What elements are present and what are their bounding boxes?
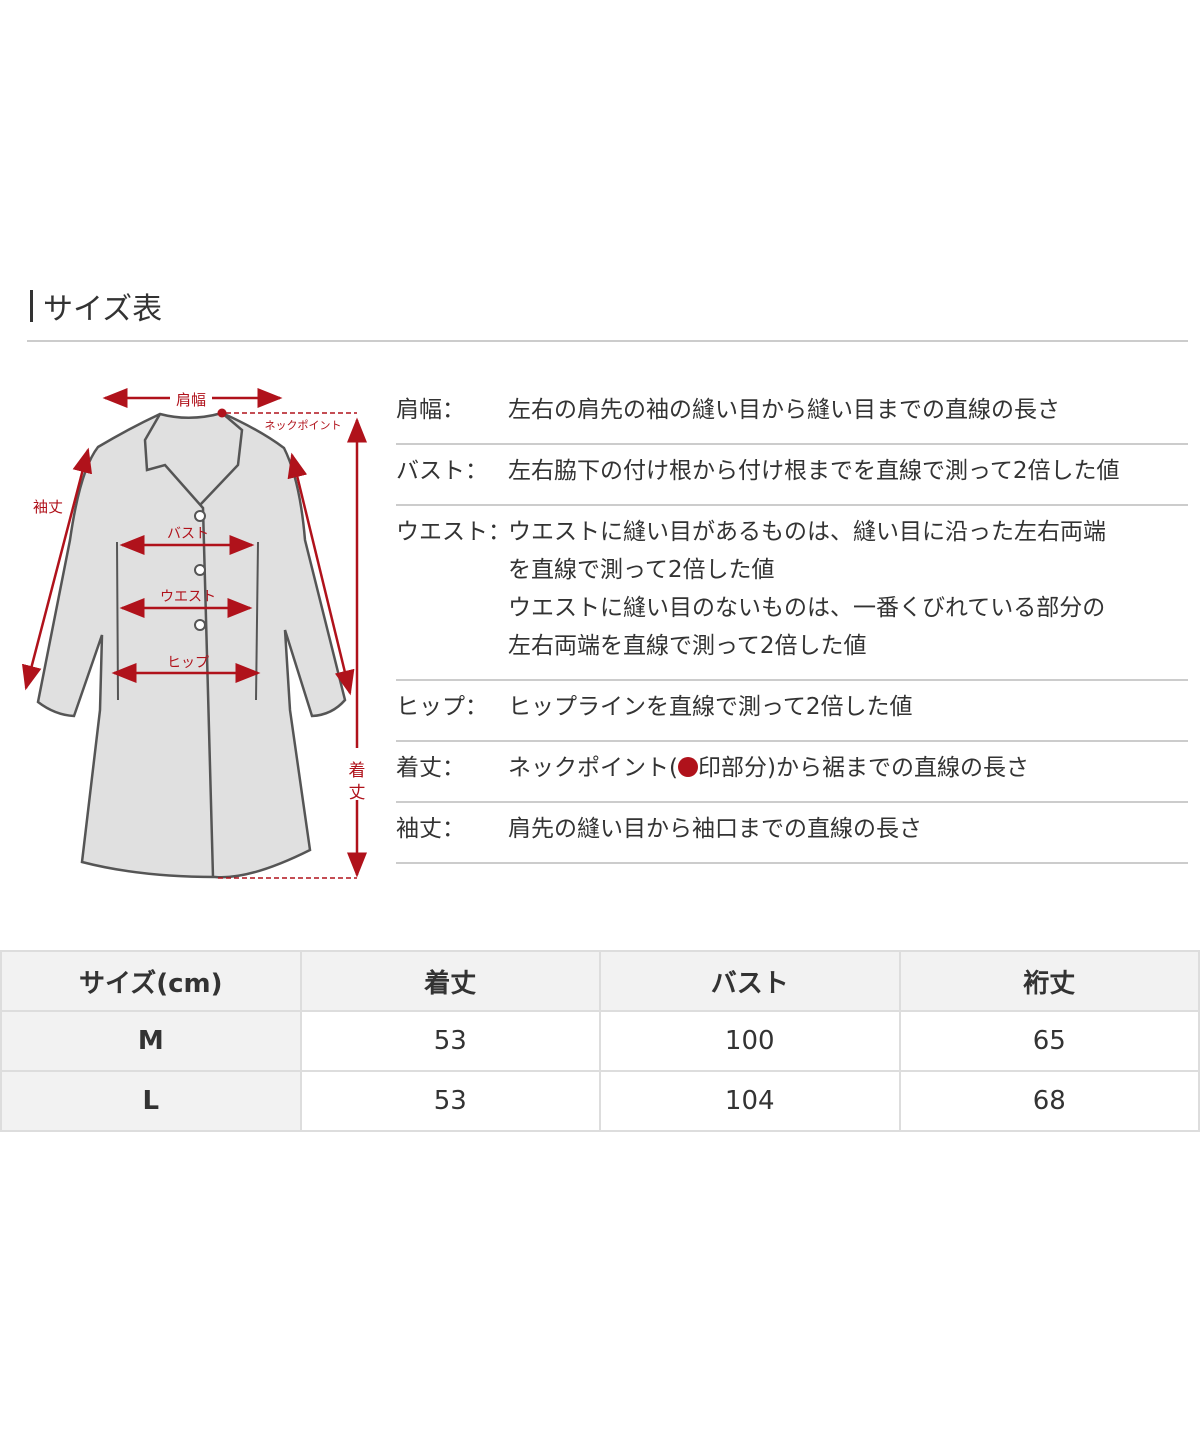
definition-sleeve: 袖丈： 肩先の縫い目から袖口までの直線の長さ <box>396 803 1188 864</box>
definition-text: 肩先の縫い目から袖口までの直線の長さ <box>508 816 922 842</box>
buttons <box>194 510 206 631</box>
definition-text: ヒップラインを直線で測って2倍した値 <box>508 694 913 720</box>
title-bar <box>30 290 33 322</box>
header-size: サイズ(cm) <box>0 950 302 1012</box>
label-length-2: 丈 <box>349 783 366 803</box>
title-text: サイズ表 <box>43 292 163 327</box>
cell-length: 53 <box>299 1070 601 1132</box>
label-shoulder: 肩幅 <box>176 391 206 409</box>
definition-text-before: ネックポイント( <box>508 755 678 781</box>
size-table: サイズ(cm) 着丈 バスト 裄丈 M 53 100 65 L 53 104 6… <box>0 950 1200 1132</box>
cell-size: L <box>0 1070 302 1132</box>
definition-bust: バスト： 左右脇下の付け根から付け根までを直線で測って2倍した値 <box>396 445 1188 506</box>
table-header-row: サイズ(cm) 着丈 バスト 裄丈 <box>0 950 1200 1012</box>
table-row: L 53 104 68 <box>0 1070 1200 1132</box>
definition-label: 袖丈： <box>396 816 465 842</box>
definition-text: 左右の肩先の袖の縫い目から縫い目までの直線の長さ <box>508 397 1060 423</box>
label-hip: ヒップ <box>167 655 209 671</box>
page-title: サイズ表 <box>30 284 162 328</box>
definition-text: ウエストに縫い目があるものは、縫い目に沿った左右両端 を直線で測って2倍した値 … <box>508 519 1106 659</box>
definition-label: ヒップ： <box>396 694 488 720</box>
definition-text-after: 印部分)から裾までの直線の長さ <box>697 755 1029 781</box>
header-bust: バスト <box>599 950 901 1012</box>
cell-length: 53 <box>299 1010 601 1072</box>
label-neck-point: ネックポイント <box>265 419 342 432</box>
definition-length: 着丈： ネックポイント( 印部分)から裾までの直線の長さ <box>396 742 1188 803</box>
definition-text: 左右脇下の付け根から付け根までを直線で測って2倍した値 <box>508 458 1120 484</box>
cell-bust: 104 <box>599 1070 901 1132</box>
header-length: 着丈 <box>299 950 601 1012</box>
coat-diagram: 肩幅 ネックポイント 袖丈 バスト ウエスト ヒップ 着 丈 <box>21 388 367 879</box>
label-waist: ウエスト <box>160 589 216 605</box>
definition-label: 肩幅： <box>396 397 465 423</box>
label-bust: バスト <box>167 526 209 542</box>
definition-label: 着丈： <box>396 755 465 781</box>
definition-text: ネックポイント( 印部分)から裾までの直線の長さ <box>508 749 1188 787</box>
definition-list: 肩幅： 左右の肩先の袖の縫い目から縫い目までの直線の長さ バスト： 左右脇下の付け根… <box>396 384 1188 864</box>
label-length-1: 着 <box>349 761 366 781</box>
definition-waist: ウエスト： ウエストに縫い目があるものは、縫い目に沿った左右両端 を直線で測って2… <box>396 506 1188 681</box>
cell-bust: 100 <box>599 1010 901 1072</box>
label-sleeve: 袖丈 <box>33 498 63 516</box>
definition-label: ウエスト： <box>396 519 511 545</box>
divider <box>27 340 1188 342</box>
neck-point-dot <box>217 408 227 418</box>
definition-label: バスト： <box>396 458 488 484</box>
definition-shoulder: 肩幅： 左右の肩先の袖の縫い目から縫い目までの直線の長さ <box>396 384 1188 445</box>
table-row: M 53 100 65 <box>0 1010 1200 1072</box>
red-dot-icon <box>677 757 698 777</box>
definition-hip: ヒップ： ヒップラインを直線で測って2倍した値 <box>396 681 1188 742</box>
header-sleeve-length: 裄丈 <box>898 950 1200 1012</box>
cell-sleeve-length: 65 <box>898 1010 1200 1072</box>
cell-sleeve-length: 68 <box>898 1070 1200 1132</box>
cell-size: M <box>0 1010 302 1072</box>
